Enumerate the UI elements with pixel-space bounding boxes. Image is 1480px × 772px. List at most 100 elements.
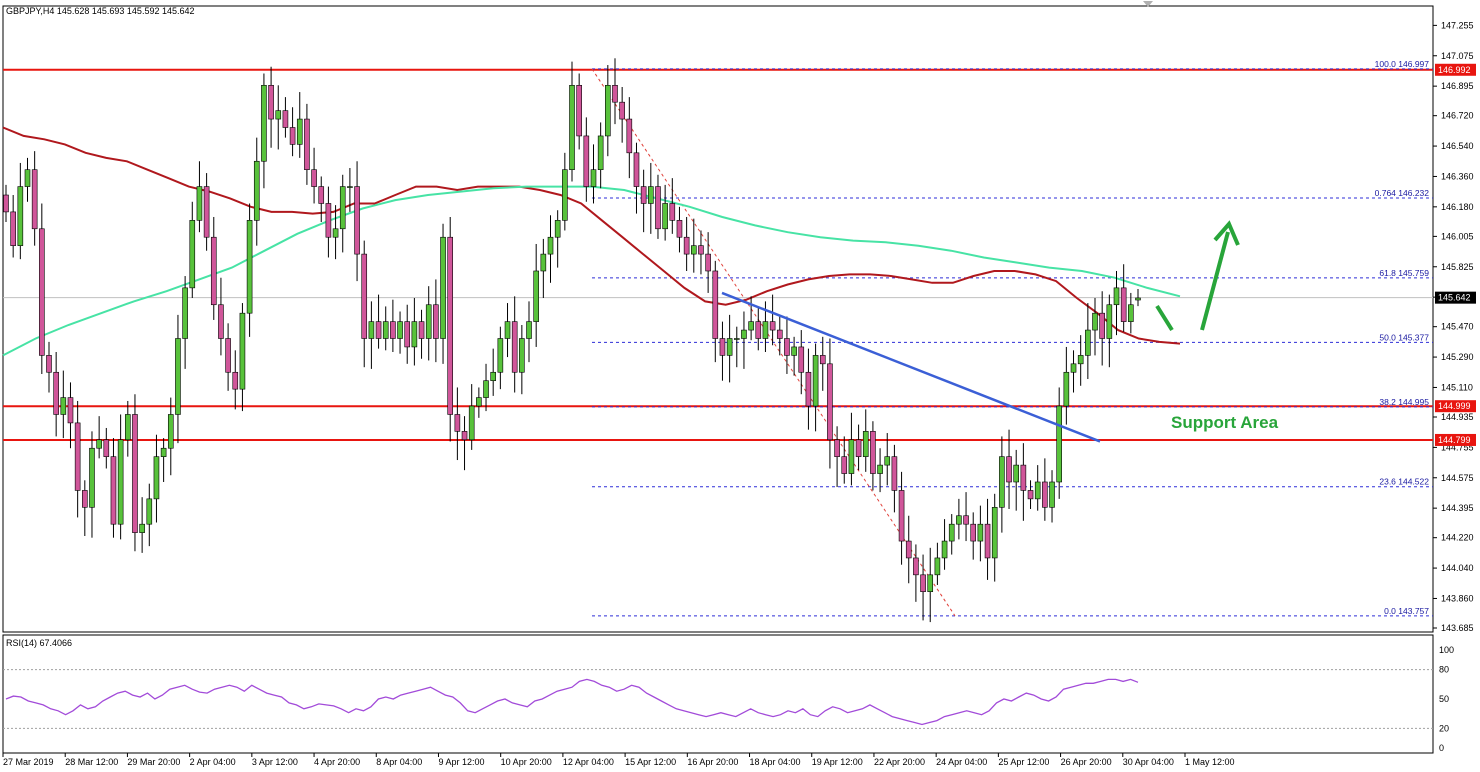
candle-body	[146, 498, 153, 525]
candle-body	[218, 304, 224, 339]
candle-body	[519, 338, 525, 373]
candle-body	[67, 397, 74, 424]
candle-body	[726, 338, 733, 356]
candle-body	[53, 371, 59, 415]
candle-body	[382, 321, 389, 339]
candle-body	[748, 321, 754, 331]
level-price-label: 146.992	[1438, 65, 1471, 75]
x-tick-label: 1 May 12:00	[1185, 757, 1235, 767]
x-tick-label: 22 Apr 20:00	[874, 757, 925, 767]
candle-body	[898, 490, 905, 542]
y-tick-label: 146.360	[1441, 171, 1474, 181]
candle-body	[991, 507, 998, 559]
x-tick-label: 10 Apr 20:00	[501, 757, 552, 767]
candle-body	[612, 85, 618, 103]
candle-body	[225, 338, 231, 373]
y-tick-label: 145.110	[1441, 382, 1473, 392]
candle-body	[798, 346, 805, 373]
y-tick-label: 147.255	[1441, 20, 1474, 30]
candle-body	[447, 236, 454, 415]
y-tick-label: 144.935	[1441, 412, 1474, 422]
candle-body	[110, 456, 117, 525]
y-tick-label: 146.720	[1441, 111, 1474, 121]
x-tick-label: 18 Apr 04:00	[750, 757, 801, 767]
x-tick-label: 19 Apr 12:00	[812, 757, 863, 767]
y-tick-label: 147.075	[1441, 51, 1474, 61]
candle-body	[1056, 405, 1062, 483]
candle-body	[239, 312, 246, 390]
candle-body	[1113, 287, 1120, 306]
candle-body	[232, 371, 239, 390]
candle-body	[1085, 329, 1091, 356]
candle-body	[497, 338, 504, 373]
candle-body	[325, 203, 332, 238]
candle-body	[841, 456, 848, 474]
candle-body	[648, 186, 654, 204]
y-tick-label: 143.860	[1441, 593, 1474, 603]
candle-body	[361, 253, 368, 339]
rsi-label: RSI(14) 67.4066	[6, 638, 72, 648]
upside-arrow-line	[1200, 231, 1230, 331]
candle-body	[712, 270, 719, 339]
candle-body	[167, 414, 174, 449]
fib-level-label: 0.764 146.232	[1375, 188, 1430, 198]
candle-body	[719, 338, 726, 356]
current-price-tag	[1435, 291, 1476, 304]
candle-body	[39, 228, 45, 356]
candle-body	[175, 338, 181, 415]
candle-body	[827, 363, 833, 441]
candle-body	[82, 490, 88, 508]
candle-body	[655, 186, 661, 230]
candle-body	[1049, 481, 1055, 508]
x-tick-label: 3 Apr 12:00	[252, 757, 298, 767]
candle-body	[547, 236, 554, 255]
candle-body	[855, 439, 862, 457]
x-tick-label: 29 Mar 20:00	[127, 757, 180, 767]
fib-level-label: 100.0 146.997	[1375, 59, 1430, 69]
candle-body	[848, 439, 855, 474]
candle-body	[619, 101, 625, 120]
level-price-tag	[1435, 63, 1476, 76]
candle-body	[941, 540, 948, 559]
level-price-label: 144.999	[1438, 401, 1471, 411]
candle-body	[812, 355, 819, 407]
candle-body	[540, 253, 547, 272]
candle-body	[196, 186, 203, 221]
candlesticks	[3, 58, 1141, 623]
candle-body	[1092, 312, 1098, 331]
candle-body	[877, 464, 883, 474]
candle-body	[762, 321, 769, 339]
candle-body	[10, 211, 16, 246]
fib-level-label: 0.0 143.757	[1384, 606, 1429, 616]
rsi-indicator: 100 80 50 20 0	[3, 645, 1454, 753]
x-tick-label: 25 Apr 12:00	[998, 757, 1049, 767]
y-tick-label: 144.395	[1441, 503, 1474, 513]
x-tick-label: 2 Apr 04:00	[190, 757, 236, 767]
candle-body	[662, 203, 668, 230]
candle-body	[776, 329, 783, 339]
candle-body	[791, 346, 797, 356]
candle-body	[160, 447, 167, 457]
candle-body	[1013, 464, 1020, 483]
candle-body	[920, 574, 926, 593]
x-tick-label: 4 Apr 20:00	[314, 757, 360, 767]
candle-body	[784, 338, 790, 356]
fib-level-label: 38.2 144.995	[1379, 397, 1429, 407]
candle-body	[805, 371, 812, 407]
window-scroll-marker-icon[interactable]	[1143, 1, 1153, 7]
candle-body	[132, 414, 138, 533]
candle-body	[683, 236, 690, 255]
candle-body	[347, 186, 353, 188]
candle-body	[318, 186, 325, 204]
candle-body	[769, 321, 776, 331]
candle-body	[282, 110, 289, 128]
rsi-tick-label: 20	[1439, 723, 1449, 733]
candle-body	[304, 118, 310, 171]
x-tick-label: 16 Apr 20:00	[687, 757, 738, 767]
candle-body	[927, 574, 934, 593]
candle-body	[576, 85, 582, 137]
x-tick-label: 26 Apr 20:00	[1061, 757, 1112, 767]
candle-body	[468, 405, 475, 441]
candle-body	[834, 439, 840, 457]
